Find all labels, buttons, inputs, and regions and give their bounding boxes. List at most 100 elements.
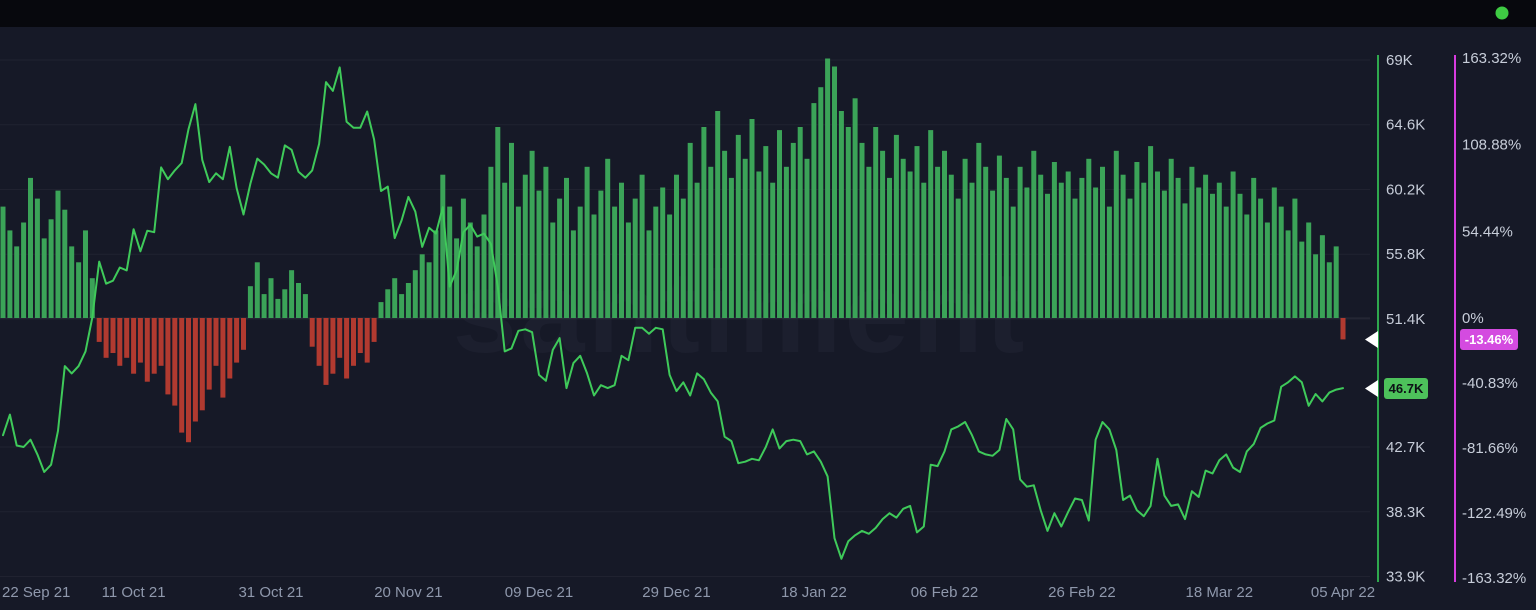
sentiment-bar xyxy=(955,198,961,318)
sentiment-bar xyxy=(399,294,405,318)
sentiment-bar xyxy=(667,214,673,318)
sentiment-bar xyxy=(838,111,844,318)
pct-axis-tick: 0% xyxy=(1462,310,1484,327)
sentiment-bar xyxy=(708,166,714,318)
sentiment-bar xyxy=(1051,162,1057,318)
pct-axis-tick: 54.44% xyxy=(1462,223,1513,240)
price-current-badge: 46.7K xyxy=(1365,378,1428,399)
sentiment-bar xyxy=(1319,235,1325,318)
status-indicator-icon[interactable] xyxy=(1495,6,1509,20)
sentiment-bar xyxy=(227,318,233,379)
sentiment-bar xyxy=(371,318,377,342)
sentiment-bar xyxy=(495,127,501,318)
sentiment-bar xyxy=(165,318,171,395)
sentiment-bar xyxy=(783,166,789,318)
sentiment-bar xyxy=(179,318,185,433)
sentiment-bar xyxy=(48,219,54,318)
sentiment-bar xyxy=(557,198,563,318)
sentiment-bar xyxy=(28,177,33,318)
sentiment-bar xyxy=(199,318,205,411)
sentiment-bar xyxy=(1065,171,1071,318)
sentiment-bar xyxy=(694,182,700,318)
sentiment-bar xyxy=(405,283,411,318)
sentiment-bar xyxy=(1031,150,1037,318)
sentiment-bar xyxy=(1278,206,1284,318)
sentiment-bar xyxy=(1148,146,1154,318)
sentiment-bar xyxy=(1141,182,1147,318)
sentiment-bar xyxy=(1333,246,1339,318)
sentiment-current-badge: -13.46% xyxy=(1365,329,1518,350)
sentiment-bar xyxy=(1017,166,1023,318)
sentiment-bar xyxy=(474,246,480,318)
sentiment-bar xyxy=(186,318,191,443)
price-axis-tick: 42.7K xyxy=(1386,439,1425,456)
sentiment-bar xyxy=(1106,206,1112,318)
sentiment-bar xyxy=(536,190,542,318)
sentiment-bar xyxy=(7,230,13,318)
price-axis-tick: 60.2K xyxy=(1386,182,1425,199)
sentiment-bar xyxy=(1189,166,1195,318)
sentiment-bar xyxy=(481,214,487,318)
sentiment-bar xyxy=(749,119,755,318)
sentiment-bar xyxy=(1203,174,1209,318)
sentiment-bar xyxy=(1306,222,1312,318)
sentiment-bar xyxy=(1127,198,1133,318)
sentiment-bar xyxy=(515,206,521,318)
sentiment-bar xyxy=(124,318,130,358)
price-badge-bg xyxy=(1384,378,1428,399)
sentiment-bar xyxy=(605,158,611,318)
x-axis-tick: 09 Dec 21 xyxy=(505,584,573,601)
sentiment-bar xyxy=(612,206,618,318)
x-axis-tick: 26 Feb 22 xyxy=(1048,584,1116,601)
sentiment-bar xyxy=(1134,162,1140,318)
x-axis-labels: 22 Sep 21 11 Oct 21 31 Oct 21 20 Nov 21 09 D… xyxy=(2,584,1375,601)
sentiment-bar xyxy=(1340,318,1346,340)
sentiment-bar xyxy=(921,182,927,318)
sentiment-bar xyxy=(825,58,831,318)
price-axis-tick: 55.8K xyxy=(1386,246,1425,263)
sentiment-bar xyxy=(1292,198,1298,318)
sentiment-bar xyxy=(790,142,796,318)
sentiment-bar xyxy=(804,158,810,318)
sentiment-bar xyxy=(89,278,95,318)
price-axis-labels: 69K 64.6K 60.2K 55.8K 51.4K 42.7K 38.3K 33.9K xyxy=(1386,52,1425,586)
sentiment-bar xyxy=(715,111,721,318)
x-axis-tick: 31 Oct 21 xyxy=(238,584,303,601)
sentiment-bar xyxy=(467,222,473,318)
sentiment-bar xyxy=(282,289,288,318)
sentiment-bar xyxy=(873,127,879,318)
sentiment-bar xyxy=(289,270,295,318)
sentiment-bar xyxy=(137,318,143,363)
sentiment-bar xyxy=(728,177,734,318)
sentiment-bar xyxy=(818,87,824,318)
sentiment-bar xyxy=(653,206,659,318)
sentiment-bar xyxy=(632,198,638,318)
sentiment-bar xyxy=(1155,171,1160,318)
sentiment-bar xyxy=(625,222,631,318)
sentiment-bar xyxy=(357,318,363,353)
sentiment-bar xyxy=(1072,198,1078,318)
sentiment-bar xyxy=(832,66,837,318)
sentiment-bar xyxy=(131,318,137,374)
sentiment-bar xyxy=(96,318,102,342)
price-axis-tick: 64.6K xyxy=(1386,117,1425,134)
sentiment-bar xyxy=(996,155,1002,318)
sentiment-bar xyxy=(419,254,425,318)
sentiment-bar xyxy=(990,190,996,318)
sentiment-bar xyxy=(1079,177,1085,318)
sentiment-bar xyxy=(1244,214,1250,318)
sentiment-bar xyxy=(1230,171,1236,318)
price-axis-tick: 69K xyxy=(1386,52,1413,69)
sentiment-badge-bg xyxy=(1460,329,1518,350)
sentiment-bar xyxy=(261,294,267,318)
sentiment-bar xyxy=(859,142,865,318)
sentiment-bar xyxy=(117,318,123,366)
sentiment-bar xyxy=(502,182,508,318)
sentiment-bar xyxy=(619,182,624,318)
sentiment-bar xyxy=(34,198,40,318)
sentiment-bar xyxy=(192,318,198,422)
sentiment-bar xyxy=(893,134,899,318)
price-axis-tick: 38.3K xyxy=(1386,504,1425,521)
sentiment-bar xyxy=(948,174,954,318)
x-axis-tick: 11 Oct 21 xyxy=(102,584,166,601)
